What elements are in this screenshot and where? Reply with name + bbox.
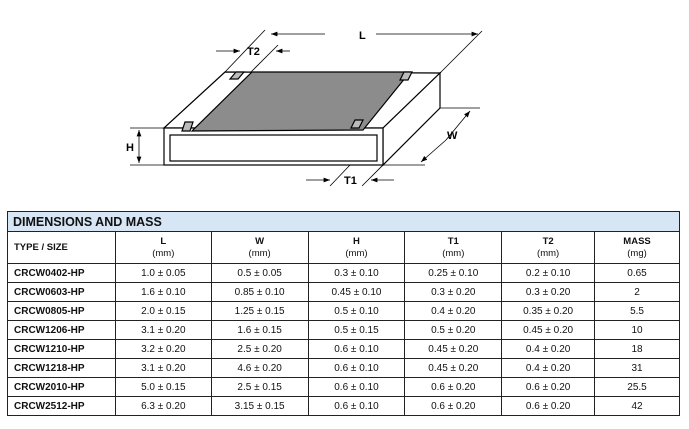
value-cell: 0.4 ± 0.20	[404, 301, 503, 321]
table-row: CRCW1218-HP 3.1 ± 0.20 4.6 ± 0.20 0.6 ± 0.1…	[7, 358, 680, 378]
column-header: MASS (mg)	[594, 231, 680, 264]
value-cell: 3.15 ± 0.15	[210, 396, 309, 416]
table-row: CRCW2512-HP 6.3 ± 0.20 3.15 ± 0.15 0.6 ± 0.…	[7, 396, 680, 416]
value-cell: 2.5 ± 0.15	[210, 377, 309, 397]
table-row: CRCW1206-HP 3.1 ± 0.20 1.6 ± 0.15 0.5 ± 0.1…	[7, 320, 680, 340]
value-cell: 2	[594, 282, 680, 302]
table-row: CRCW1210-HP 3.2 ± 0.20 2.5 ± 0.20 0.6 ± 0.1…	[7, 339, 680, 359]
dimension-label-H: H	[126, 142, 134, 154]
value-cell: 0.6 ± 0.10	[307, 377, 406, 397]
value-cell: 0.2 ± 0.10	[501, 263, 596, 283]
value-cell: 5.0 ± 0.15	[114, 377, 212, 397]
value-cell: 0.45 ± 0.20	[404, 339, 503, 359]
column-unit: (mm)	[152, 247, 175, 259]
type-cell: CRCW1206-HP	[7, 320, 116, 340]
value-cell: 3.2 ± 0.20	[114, 339, 212, 359]
value-cell: 0.6 ± 0.10	[307, 396, 406, 416]
column-name: H	[353, 235, 360, 247]
value-cell: 0.4 ± 0.20	[501, 358, 596, 378]
column-name: W	[255, 235, 265, 247]
value-cell: 0.45 ± 0.10	[307, 282, 406, 302]
value-cell: 0.4 ± 0.20	[501, 339, 596, 359]
value-cell: 0.3 ± 0.20	[404, 282, 503, 302]
value-cell: 0.6 ± 0.10	[307, 358, 406, 378]
value-cell: 1.6 ± 0.15	[210, 320, 309, 340]
column-unit: (mg)	[627, 247, 647, 259]
value-cell: 0.25 ± 0.10	[404, 263, 503, 283]
table-row: CRCW0603-HP 1.6 ± 0.10 0.85 ± 0.10 0.45 ± 0…	[7, 282, 680, 302]
dimension-label-L: L	[359, 30, 366, 42]
resistor-chip-diagram: L T2 H W T1	[126, 27, 483, 187]
column-unit: (mm)	[345, 247, 368, 259]
column-unit: (mm)	[537, 247, 560, 259]
table-row: CRCW0402-HP 1.0 ± 0.05 0.5 ± 0.05 0.3 ± 0.1…	[7, 263, 680, 283]
column-name: L	[160, 235, 167, 247]
column-header: T1 (mm)	[404, 231, 503, 264]
type-cell: CRCW2010-HP	[7, 377, 116, 397]
value-cell: 3.1 ± 0.20	[114, 358, 212, 378]
value-cell: 0.6 ± 0.20	[404, 396, 503, 416]
value-cell: 0.3 ± 0.20	[501, 282, 596, 302]
column-name: T1	[447, 235, 459, 247]
table-title: DIMENSIONS AND MASS	[7, 211, 680, 232]
value-cell: 0.6 ± 0.20	[501, 396, 596, 416]
value-cell: 3.1 ± 0.20	[114, 320, 212, 340]
type-cell: CRCW0805-HP	[7, 301, 116, 321]
type-cell: CRCW2512-HP	[7, 396, 116, 416]
value-cell: 0.35 ± 0.20	[501, 301, 596, 321]
table-header-row: TYPE / SIZE L (mm) W (mm) H (mm) T1 (mm) T2 (mm) MA…	[7, 231, 680, 264]
column-header: T2 (mm)	[501, 231, 596, 264]
type-cell: CRCW0402-HP	[7, 263, 116, 283]
value-cell: 0.6 ± 0.20	[501, 377, 596, 397]
value-cell: 5.5	[594, 301, 680, 321]
value-cell: 18	[594, 339, 680, 359]
value-cell: 2.5 ± 0.20	[210, 339, 309, 359]
value-cell: 0.5 ± 0.05	[210, 263, 309, 283]
column-unit: (mm)	[248, 247, 271, 259]
dimension-label-T1: T1	[344, 175, 357, 187]
type-cell: CRCW0603-HP	[7, 282, 116, 302]
dimensions-table: DIMENSIONS AND MASS TYPE / SIZE L (mm) W (mm…	[7, 211, 680, 416]
value-cell: 0.45 ± 0.20	[501, 320, 596, 340]
value-cell: 0.45 ± 0.20	[404, 358, 503, 378]
value-cell: 0.6 ± 0.10	[307, 339, 406, 359]
table-row: CRCW0805-HP 2.0 ± 0.15 1.25 ± 0.15 0.5 ± 0.…	[7, 301, 680, 321]
value-cell: 25.5	[594, 377, 680, 397]
column-name: T2	[542, 235, 554, 247]
value-cell: 2.0 ± 0.15	[114, 301, 212, 321]
column-header: TYPE / SIZE	[7, 231, 116, 264]
value-cell: 10	[594, 320, 680, 340]
value-cell: 1.0 ± 0.05	[114, 263, 212, 283]
value-cell: 0.5 ± 0.10	[307, 301, 406, 321]
column-header: W (mm)	[210, 231, 309, 264]
type-cell: CRCW1210-HP	[7, 339, 116, 359]
table-row: CRCW2010-HP 5.0 ± 0.15 2.5 ± 0.15 0.6 ± 0.1…	[7, 377, 680, 397]
dimension-label-W: W	[447, 130, 458, 142]
value-cell: 42	[594, 396, 680, 416]
value-cell: 6.3 ± 0.20	[114, 396, 212, 416]
column-header: H (mm)	[307, 231, 406, 264]
column-unit: (mm)	[442, 247, 465, 259]
value-cell: 4.6 ± 0.20	[210, 358, 309, 378]
value-cell: 0.65	[594, 263, 680, 283]
column-header: L (mm)	[114, 231, 212, 264]
value-cell: 1.25 ± 0.15	[210, 301, 309, 321]
column-name: MASS	[623, 235, 651, 247]
value-cell: 0.85 ± 0.10	[210, 282, 309, 302]
type-cell: CRCW1218-HP	[7, 358, 116, 378]
dimension-label-T2: T2	[247, 46, 260, 58]
value-cell: 0.5 ± 0.15	[307, 320, 406, 340]
value-cell: 1.6 ± 0.10	[114, 282, 212, 302]
value-cell: 0.3 ± 0.10	[307, 263, 406, 283]
value-cell: 31	[594, 358, 680, 378]
value-cell: 0.6 ± 0.20	[404, 377, 503, 397]
value-cell: 0.5 ± 0.20	[404, 320, 503, 340]
